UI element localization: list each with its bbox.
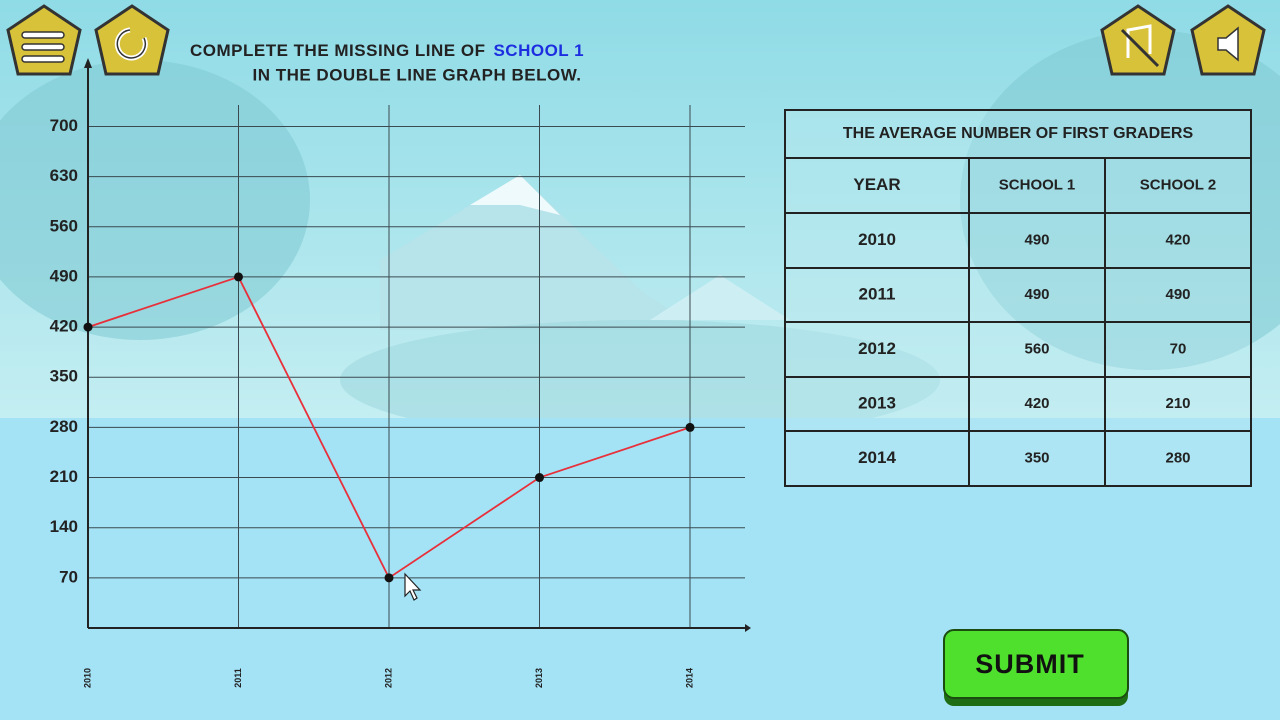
table-header: SCHOOL 1: [999, 176, 1075, 193]
instruction-text: COMPLETE THE MISSING LINE OF: [190, 41, 485, 60]
data-point: [384, 573, 394, 583]
table-cell: 70: [1170, 340, 1187, 357]
instruction: COMPLETE THE MISSING LINE OF SCHOOL 1: [190, 41, 584, 60]
mountain-snow: [470, 175, 560, 215]
submit-button[interactable]: SUBMIT: [943, 629, 1129, 706]
table-cell: 350: [1024, 449, 1049, 466]
y-tick-label: 630: [50, 166, 78, 185]
table-cell: 2011: [859, 284, 896, 303]
line-chart: 70 140 210 280 350 420 490 560 630 700 2010 2011 201…: [50, 58, 751, 688]
table-cell: 2010: [858, 230, 896, 249]
submit-label: SUBMIT: [975, 649, 1085, 679]
table-header: SCHOOL 2: [1140, 176, 1216, 193]
y-tick-label: 490: [50, 266, 78, 285]
y-tick-label: 560: [50, 216, 78, 235]
table-cell: 560: [1024, 340, 1049, 357]
table-cell: 2013: [858, 393, 896, 412]
bush: [340, 320, 940, 440]
table-cell: 420: [1024, 395, 1049, 412]
table-header: YEAR: [853, 175, 900, 194]
table-background: [784, 109, 1252, 487]
music-button[interactable]: [1100, 4, 1176, 76]
data-point: [83, 322, 93, 332]
bush: [0, 60, 310, 340]
y-tick-label: 280: [50, 417, 78, 436]
data-point: [234, 272, 243, 282]
y-tick-label: 70: [59, 567, 78, 586]
table-cell: 420: [1165, 231, 1190, 248]
y-tick-label: 140: [50, 517, 78, 536]
table-cell: 2014: [858, 448, 896, 467]
mouse-cursor: [404, 572, 422, 601]
x-tick-label: 2013: [534, 668, 544, 688]
x-axis-arrow: [745, 624, 751, 632]
y-tick-label: 420: [50, 317, 78, 336]
y-axis-arrow: [84, 58, 92, 68]
y-tick-label: 700: [50, 116, 78, 135]
x-tick-label: 2011: [233, 668, 243, 688]
table-cell: 490: [1024, 231, 1049, 248]
table-title: THE AVERAGE NUMBER OF FIRST GRADERS: [843, 125, 1194, 142]
x-tick-label: 2010: [82, 668, 92, 688]
instruction-highlight: SCHOOL 1: [493, 41, 584, 60]
x-tick-label: 2012: [383, 668, 393, 688]
menu-button[interactable]: [6, 4, 82, 76]
instruction-text: IN THE DOUBLE LINE GRAPH BELOW.: [252, 65, 581, 84]
data-point: [685, 422, 695, 432]
sound-button[interactable]: [1190, 4, 1266, 76]
data-table: THE AVERAGE NUMBER OF FIRST GRADERS YEAR S…: [784, 109, 1252, 487]
bush: [960, 30, 1280, 370]
table-cell: 280: [1165, 449, 1190, 466]
table-cell: 2012: [858, 339, 896, 358]
restart-button[interactable]: [94, 4, 170, 76]
y-tick-label: 210: [50, 467, 78, 486]
data-point: [535, 473, 544, 483]
y-tick-label: 350: [50, 367, 78, 386]
mountain: [650, 275, 790, 320]
table-cell: 210: [1165, 395, 1190, 412]
table-cell: 490: [1165, 286, 1190, 303]
x-tick-label: 2014: [684, 668, 694, 688]
table-cell: 490: [1024, 286, 1049, 303]
